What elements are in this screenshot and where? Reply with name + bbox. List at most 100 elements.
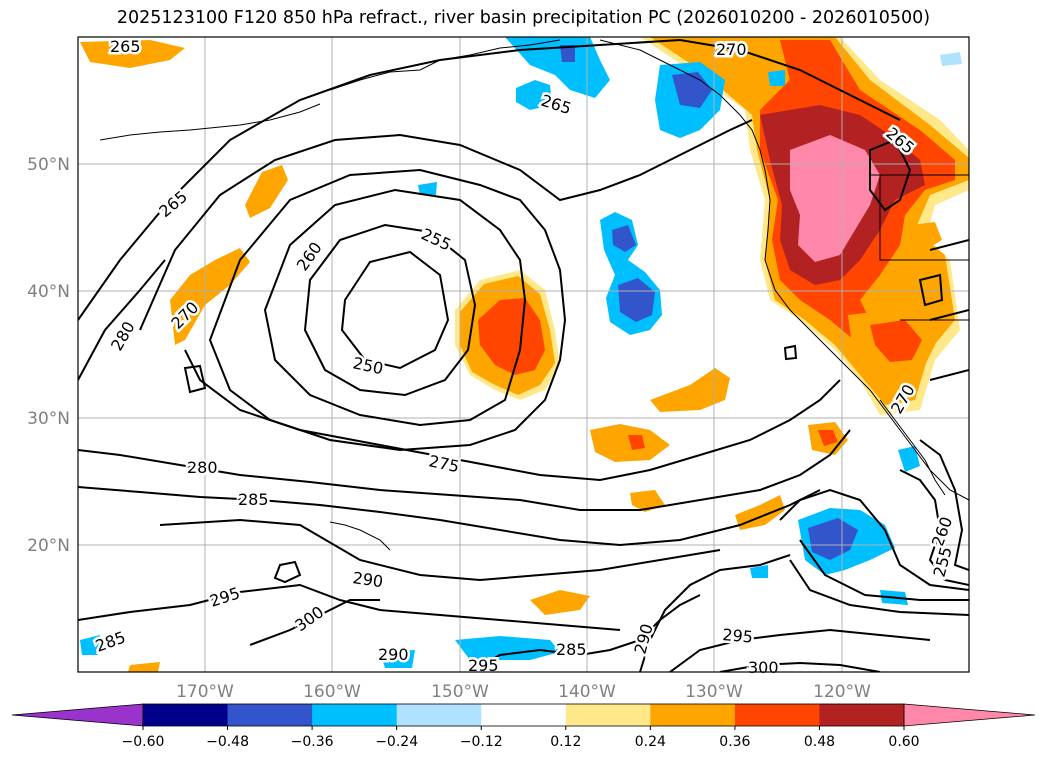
- neg-nw-a: [505, 37, 610, 98]
- contour-280: [78, 429, 851, 511]
- colorbar-tick-label: 0.60: [888, 734, 919, 750]
- neg-mid-a-dark: [612, 225, 636, 252]
- map-title: 2025123100 F120 850 hPa refract., river …: [116, 8, 931, 28]
- neg-small-a: [418, 182, 437, 195]
- neg-nw-a-dark: [560, 45, 575, 62]
- colorbar-frame: [142, 703, 905, 727]
- colorbar-cell: [312, 704, 398, 726]
- neg-mid-b-dark: [618, 278, 655, 322]
- contour-270: [78, 38, 901, 321]
- neg-bottom-a: [455, 636, 560, 660]
- clabel-280-mid: 280: [187, 458, 218, 477]
- colorbar-cell: [143, 704, 229, 726]
- colorbar-tick-label: −0.24: [375, 734, 418, 750]
- lon-label-120w: 120°W: [813, 682, 871, 702]
- lon-label-150w: 150°W: [431, 682, 489, 702]
- lat-label-50: 50°N: [27, 155, 70, 175]
- contour-275: [78, 259, 841, 482]
- contour-land-c: [273, 560, 302, 584]
- colorbar-tick-label: 0.12: [550, 734, 581, 750]
- colorbar-cell: [227, 704, 313, 726]
- clabel-295-right: 295: [722, 625, 754, 647]
- patch-h: [80, 40, 185, 68]
- patch-g: [245, 165, 288, 218]
- colorbar-tick-label: −0.12: [460, 734, 503, 750]
- latitude-labels: 50°N 40°N 30°N 20°N: [27, 155, 70, 556]
- colorbar-tick-label: −0.60: [122, 734, 165, 750]
- contour-land-d: [183, 364, 207, 394]
- clabel-290-bottom: 290: [378, 645, 409, 664]
- colorbar-tick-label: −0.36: [291, 734, 334, 750]
- patch-j: [912, 222, 942, 250]
- contour-sw-b: [799, 539, 969, 601]
- neg-sw-a-dark: [808, 518, 858, 560]
- clabel-265-top: 265: [110, 37, 141, 56]
- map-border: [77, 36, 970, 673]
- lon-label-130w: 130°W: [685, 682, 743, 702]
- colorbar-cell: [481, 704, 567, 726]
- patch-a: [650, 368, 730, 412]
- contour-285: [78, 486, 821, 547]
- patch-f: [170, 248, 250, 345]
- contour-290-right: [639, 554, 791, 672]
- colorbar: −0.60 −0.48 −0.36 −0.24 −0.12 0.12 0.24 0.36 0.4…: [11, 703, 1036, 750]
- colorbar-tick-label: −0.48: [206, 734, 249, 750]
- colorbar-extend-right: [903, 703, 1036, 727]
- contour-285-bottom: [469, 594, 701, 672]
- contour-250: [340, 250, 450, 370]
- colorbar-cell: [565, 704, 651, 726]
- neg-bottom-b: [380, 650, 415, 668]
- colorbar-tick-label: 0.48: [804, 734, 835, 750]
- patch-d-red: [818, 430, 838, 446]
- lon-label-170w: 170°W: [176, 682, 234, 702]
- contour-260: [263, 188, 527, 427]
- patch-i: [530, 590, 590, 615]
- refractivity-contours: [78, 38, 969, 672]
- contour-sw-a: [789, 559, 969, 616]
- clabel-285-bottom: 285: [556, 640, 587, 659]
- neg-sw-b: [898, 446, 920, 472]
- contour-260-right: [899, 469, 969, 586]
- contour-small-e: [783, 344, 798, 361]
- colorbar-cell: [396, 704, 482, 726]
- lon-label-140w: 140°W: [558, 682, 616, 702]
- clabel-270-top: 270: [716, 40, 747, 59]
- contour-290: [159, 518, 721, 582]
- colorbar-cell: [819, 704, 905, 726]
- pnw-positive-pink: [790, 135, 880, 262]
- contour-295: [78, 583, 621, 631]
- longitude-labels: 170°W 160°W 150°W 140°W 130°W 120°W: [176, 682, 871, 702]
- clabel-295-bottom: 295: [468, 656, 499, 675]
- neg-small-e: [768, 70, 785, 86]
- contour-255-right: [919, 439, 969, 571]
- contour-300-right: [719, 661, 881, 672]
- colorbar-cell: [734, 704, 820, 726]
- contour-295-right: [669, 628, 931, 672]
- gridlines: [78, 37, 969, 672]
- colorbar-tick-label: 0.24: [635, 734, 666, 750]
- contour-265: [139, 119, 753, 331]
- patch-b-red: [628, 435, 645, 450]
- contour-265-inner: [208, 168, 567, 452]
- clabel-285-mid: 285: [238, 490, 269, 509]
- shaded-anomalies: [80, 37, 969, 672]
- colorbar-tick-label: 0.36: [719, 734, 750, 750]
- contour-far-right-a: [929, 239, 969, 381]
- clabel-300-right: 300: [748, 658, 779, 677]
- neg-small-f: [80, 635, 100, 655]
- colorbar-cell: [650, 704, 736, 726]
- contour-land-b: [918, 273, 944, 307]
- mid-positive-red: [478, 298, 545, 375]
- patch-k: [128, 662, 160, 672]
- neg-small-b: [750, 565, 768, 578]
- contour-255: [303, 223, 477, 397]
- contour-sw-c: [779, 488, 969, 591]
- lat-label-40: 40°N: [27, 282, 70, 302]
- neg-nw-b: [516, 80, 552, 110]
- lat-label-30: 30°N: [27, 409, 70, 429]
- hawaii: [329, 521, 391, 551]
- patch-b: [590, 424, 670, 462]
- contour-land-a: [869, 138, 912, 212]
- lon-label-160w: 160°W: [303, 682, 361, 702]
